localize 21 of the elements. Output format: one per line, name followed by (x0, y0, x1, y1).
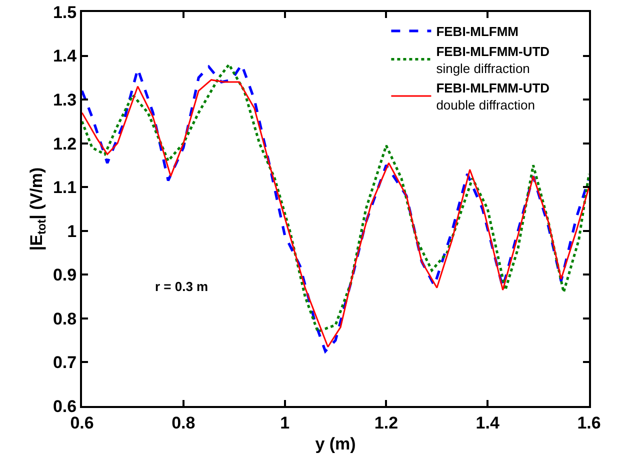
y-tick-label: 1 (67, 222, 77, 241)
y-tick-label: 1.1 (52, 178, 77, 198)
legend-label: FEBI-MLFMM-UTD single diffraction (436, 44, 550, 76)
y-tick-label: 1.3 (52, 90, 77, 110)
y-tick-label: 1.5 (52, 2, 77, 22)
x-tick-label: 0.8 (172, 413, 196, 432)
legend-label: FEBI-MLFMM (436, 24, 519, 39)
x-axis-title: y (m) (315, 434, 356, 454)
x-tick-label: 1.4 (476, 413, 500, 432)
y-tick-label: 0.6 (52, 396, 77, 416)
x-tick-label: 1 (280, 413, 290, 432)
x-tick-label: 1.2 (374, 413, 398, 432)
x-tick-label: 1.6 (577, 413, 601, 432)
y-tick-label: 0.8 (52, 309, 77, 328)
y-tick-label: 0.9 (52, 266, 77, 285)
y-tick-label: 1.2 (52, 134, 77, 154)
annotation: r = 0.3 m (155, 279, 208, 294)
y-tick-label: 1.4 (52, 46, 78, 66)
x-tick-label: 0.6 (70, 413, 94, 432)
y-tick-label: 0.7 (52, 353, 77, 372)
legend-label: FEBI-MLFMM-UTD double diffraction (436, 80, 550, 113)
